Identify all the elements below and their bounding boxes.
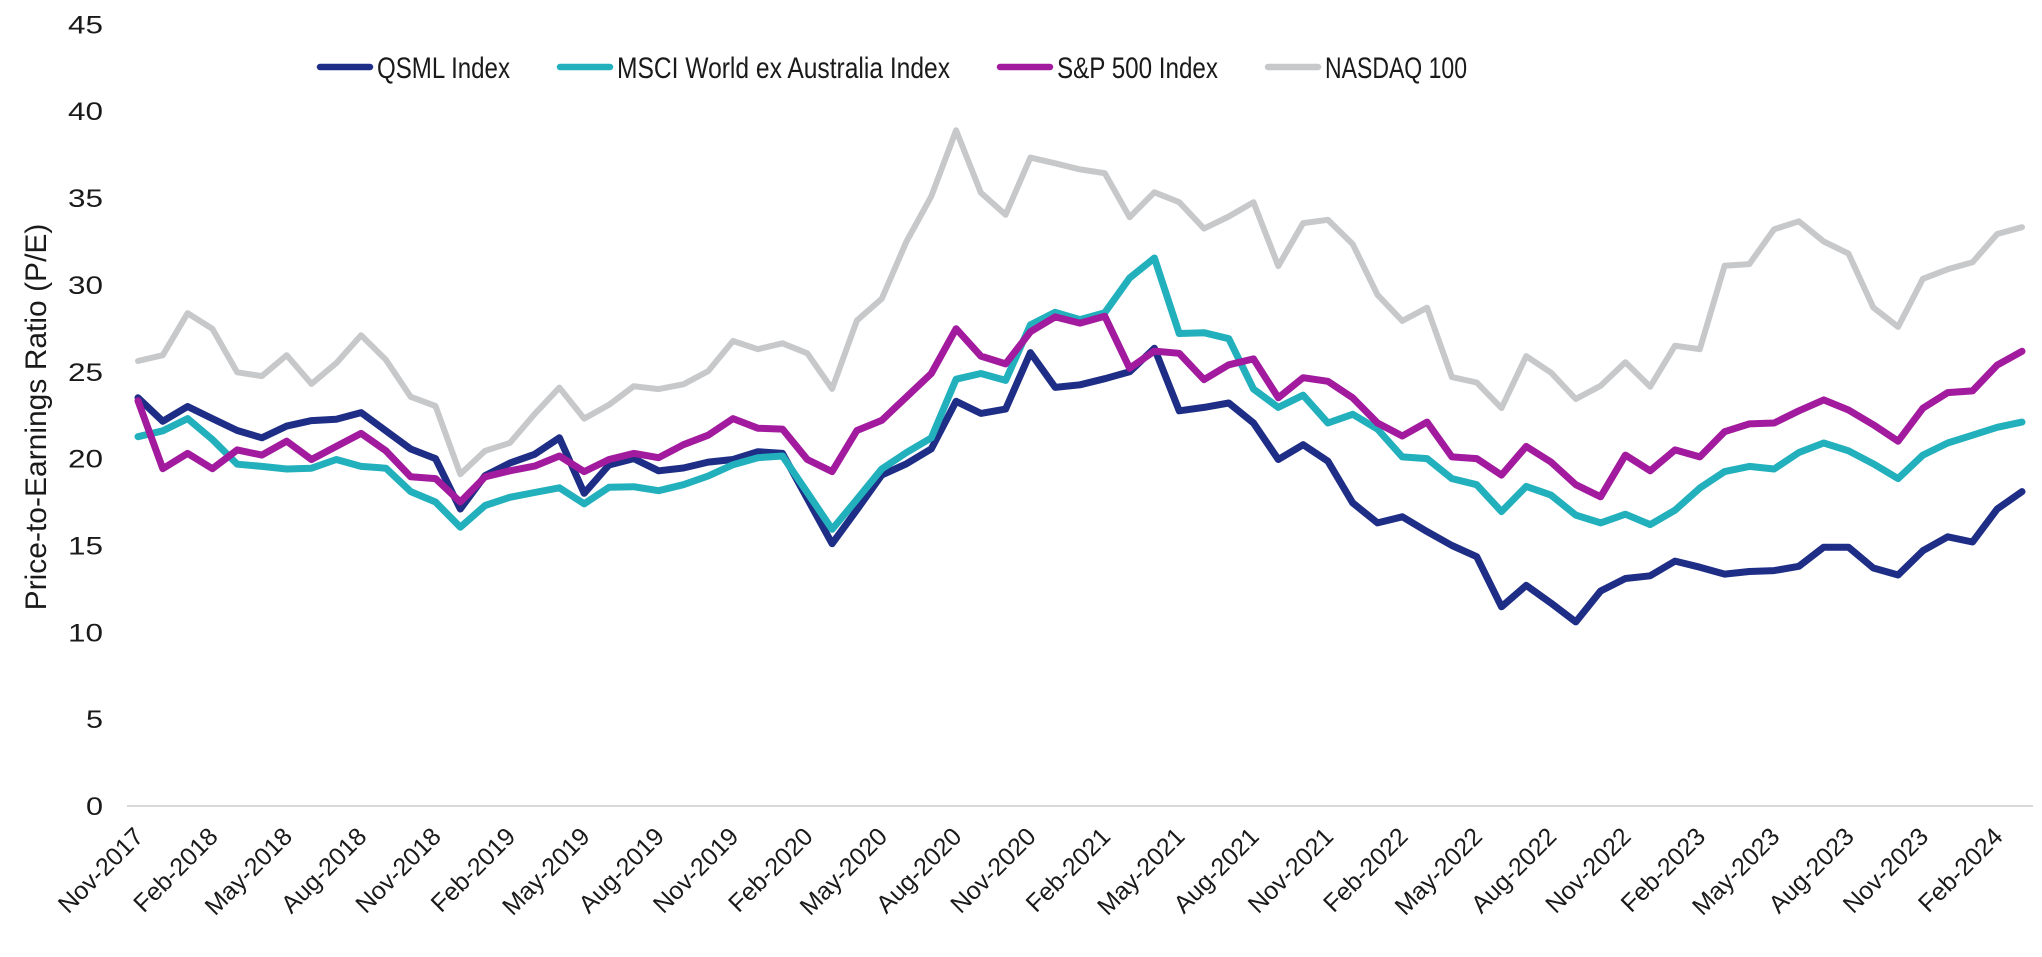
svg-text:5: 5 — [86, 706, 103, 734]
svg-text:10: 10 — [68, 619, 103, 647]
svg-text:MSCI World ex Australia Index: MSCI World ex Australia Index — [617, 52, 950, 85]
svg-text:0: 0 — [86, 793, 103, 821]
svg-text:20: 20 — [68, 446, 103, 474]
svg-text:Price-to-Earnings Ratio (P/E): Price-to-Earnings Ratio (P/E) — [20, 224, 53, 611]
svg-text:NASDAQ 100: NASDAQ 100 — [1325, 52, 1467, 85]
svg-text:45: 45 — [68, 11, 103, 39]
svg-text:15: 15 — [68, 533, 103, 561]
svg-text:S&P 500 Index: S&P 500 Index — [1057, 52, 1218, 85]
svg-text:30: 30 — [68, 272, 103, 300]
svg-text:QSML Index: QSML Index — [377, 52, 510, 85]
svg-text:25: 25 — [68, 359, 103, 387]
svg-text:35: 35 — [68, 185, 103, 213]
svg-text:40: 40 — [68, 98, 103, 126]
